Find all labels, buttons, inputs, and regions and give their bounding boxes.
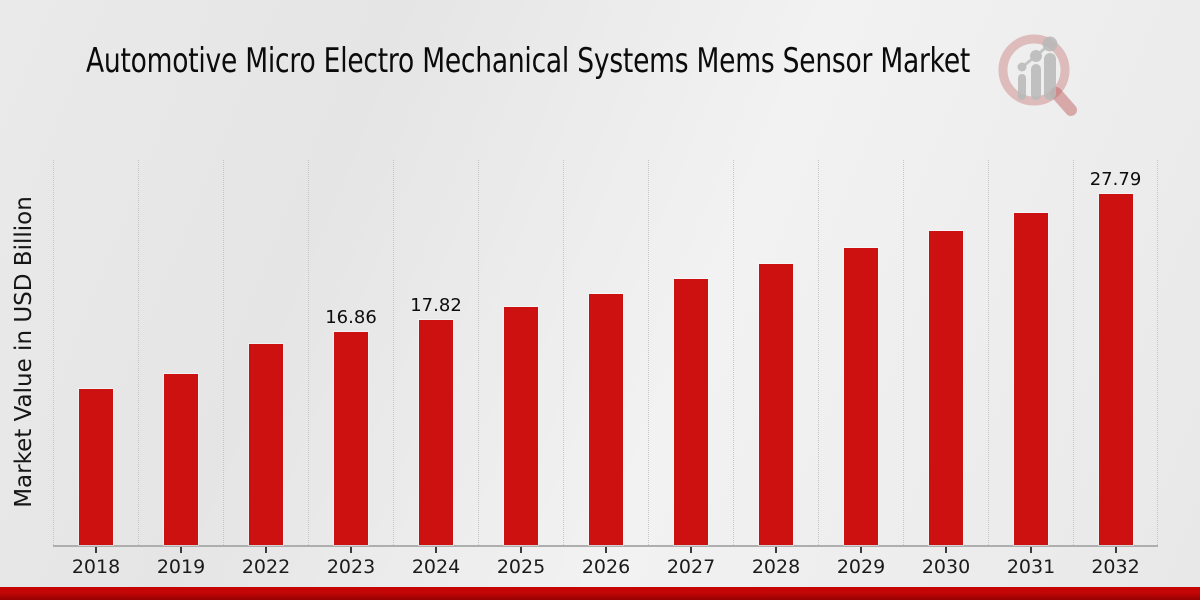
x-axis-tick [435, 547, 437, 553]
x-axis-tick-label-2018: 2018 [71, 556, 121, 579]
bar-2024 [419, 320, 453, 545]
bar-column-2018: 2018 [53, 160, 138, 578]
bar-column-2023: 16.86 2023 [308, 160, 393, 578]
x-axis-tick-label-2024: 2024 [411, 556, 461, 579]
brand-magnifier-logo [998, 34, 1077, 116]
magnifier-glass-icon [998, 34, 1077, 116]
x-axis-tick [775, 547, 777, 553]
bar-2018 [79, 388, 113, 545]
bar-2030 [929, 231, 963, 545]
bar-column-2025: 2025 [478, 160, 563, 578]
x-axis-tick [265, 547, 267, 553]
bar-2027 [674, 279, 708, 545]
bar-value-label-2024: 17.82 [410, 295, 462, 317]
x-axis-tick-label-2027: 2027 [666, 556, 716, 579]
bar-2026 [589, 293, 623, 545]
bar-column-2030: 2030 [903, 160, 988, 578]
bar-column-2022: 2022 [223, 160, 308, 578]
x-axis-tick-label-2022: 2022 [241, 556, 291, 579]
bar-column-2032: 27.79 2032 [1073, 160, 1158, 578]
bar-2029 [844, 248, 878, 545]
x-axis-tick-label-2030: 2030 [921, 556, 971, 579]
bar-value-label-2023: 16.86 [325, 307, 377, 329]
plot-area: 2018 2019 2022 16.86 2023 17.82 2024 2025 2026 20… [53, 160, 1158, 578]
x-axis-tick [605, 547, 607, 553]
x-axis-tick [520, 547, 522, 553]
bar-2032 [1098, 194, 1133, 545]
x-axis-tick [180, 547, 182, 553]
x-axis-tick [690, 547, 692, 553]
x-axis-tick-label-2023: 2023 [326, 556, 376, 579]
x-axis-tick-label-2019: 2019 [156, 556, 206, 579]
bar-column-2026: 2026 [563, 160, 648, 578]
x-axis-tick [1114, 547, 1117, 553]
bar-2028 [759, 264, 793, 545]
bar-value-label-2032: 27.79 [1089, 169, 1142, 191]
bottom-red-banner [0, 587, 1200, 600]
bar-column-2027: 2027 [648, 160, 733, 578]
bar-2025 [504, 307, 538, 545]
bar-column-2031: 2031 [988, 160, 1073, 578]
x-axis-tick-label-2029: 2029 [836, 556, 886, 579]
x-axis-tick [860, 547, 862, 553]
bar-column-2024: 17.82 2024 [393, 160, 478, 578]
y-axis-label: Market Value in USD Billion [11, 196, 37, 508]
bar-2023 [334, 332, 368, 545]
x-axis-tick [95, 547, 97, 553]
bar-2019 [164, 374, 198, 545]
growth-bars-icon [1017, 36, 1058, 100]
chart-title: Automotive Micro Electro Mechanical Syst… [86, 41, 971, 81]
x-axis-tick [350, 547, 352, 553]
x-axis-tick-label-2028: 2028 [751, 556, 801, 579]
x-axis-tick-label-2025: 2025 [496, 556, 546, 579]
bar-column-2028: 2028 [733, 160, 818, 578]
x-axis-tick-label-2026: 2026 [581, 556, 631, 579]
x-axis-tick-label-2032: 2032 [1091, 556, 1140, 579]
bar-2022 [249, 343, 283, 545]
bar-column-2019: 2019 [138, 160, 223, 578]
x-axis-tick [1030, 547, 1032, 553]
bar-column-2029: 2029 [818, 160, 903, 578]
x-axis-tick-label-2031: 2031 [1006, 556, 1056, 579]
x-axis-tick [945, 547, 947, 553]
bar-2031 [1014, 213, 1048, 545]
